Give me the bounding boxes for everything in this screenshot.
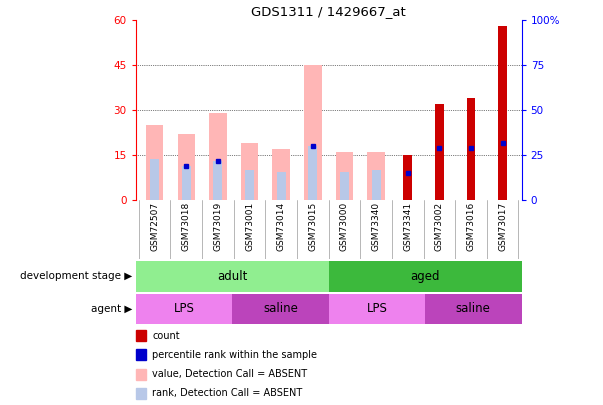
Bar — [150, 159, 159, 200]
Bar — [136, 330, 145, 341]
Bar — [146, 126, 163, 200]
Bar — [136, 294, 232, 324]
Bar — [209, 113, 227, 200]
Text: GSM73340: GSM73340 — [371, 202, 380, 251]
Bar — [336, 152, 353, 200]
Bar — [136, 388, 145, 399]
Text: rank, Detection Call = ABSENT: rank, Detection Call = ABSENT — [152, 388, 302, 399]
Text: aged: aged — [411, 270, 440, 283]
Bar — [178, 134, 195, 200]
Text: GSM73014: GSM73014 — [277, 202, 286, 251]
Bar — [340, 172, 349, 200]
Bar — [308, 147, 317, 200]
Text: saline: saline — [456, 302, 491, 315]
Text: GSM73000: GSM73000 — [340, 202, 349, 251]
Bar — [403, 173, 412, 200]
Text: value, Detection Call = ABSENT: value, Detection Call = ABSENT — [152, 369, 307, 379]
Text: GSM72507: GSM72507 — [150, 202, 159, 251]
Bar — [498, 143, 507, 200]
Text: agent ▶: agent ▶ — [91, 304, 133, 314]
Bar — [467, 98, 475, 200]
Text: development stage ▶: development stage ▶ — [21, 271, 133, 281]
Text: GSM73341: GSM73341 — [403, 202, 412, 251]
Bar — [329, 294, 425, 324]
Bar — [371, 170, 380, 200]
Bar — [425, 294, 522, 324]
Bar — [304, 65, 321, 200]
Bar — [367, 152, 385, 200]
Text: GSM73017: GSM73017 — [498, 202, 507, 251]
Text: GSM73015: GSM73015 — [308, 202, 317, 251]
Bar — [136, 261, 329, 292]
Text: LPS: LPS — [174, 302, 194, 315]
Text: GSM73019: GSM73019 — [213, 202, 223, 251]
Bar — [136, 369, 145, 379]
Bar — [498, 26, 507, 200]
Text: LPS: LPS — [367, 302, 387, 315]
Bar — [329, 261, 522, 292]
Bar — [277, 172, 286, 200]
Text: count: count — [152, 330, 180, 341]
Text: GSM73001: GSM73001 — [245, 202, 254, 251]
Bar — [403, 156, 412, 200]
Bar — [273, 149, 290, 200]
Text: adult: adult — [217, 270, 247, 283]
Bar — [232, 294, 329, 324]
Bar — [182, 166, 191, 200]
Bar — [435, 104, 444, 200]
Text: GSM73016: GSM73016 — [467, 202, 476, 251]
Text: GSM73018: GSM73018 — [182, 202, 191, 251]
Text: saline: saline — [263, 302, 298, 315]
Text: GSM73002: GSM73002 — [435, 202, 444, 251]
Bar — [245, 170, 254, 200]
Bar — [136, 350, 145, 360]
Title: GDS1311 / 1429667_at: GDS1311 / 1429667_at — [251, 5, 406, 18]
Bar — [241, 143, 258, 200]
Text: percentile rank within the sample: percentile rank within the sample — [152, 350, 317, 360]
Bar — [213, 161, 223, 200]
